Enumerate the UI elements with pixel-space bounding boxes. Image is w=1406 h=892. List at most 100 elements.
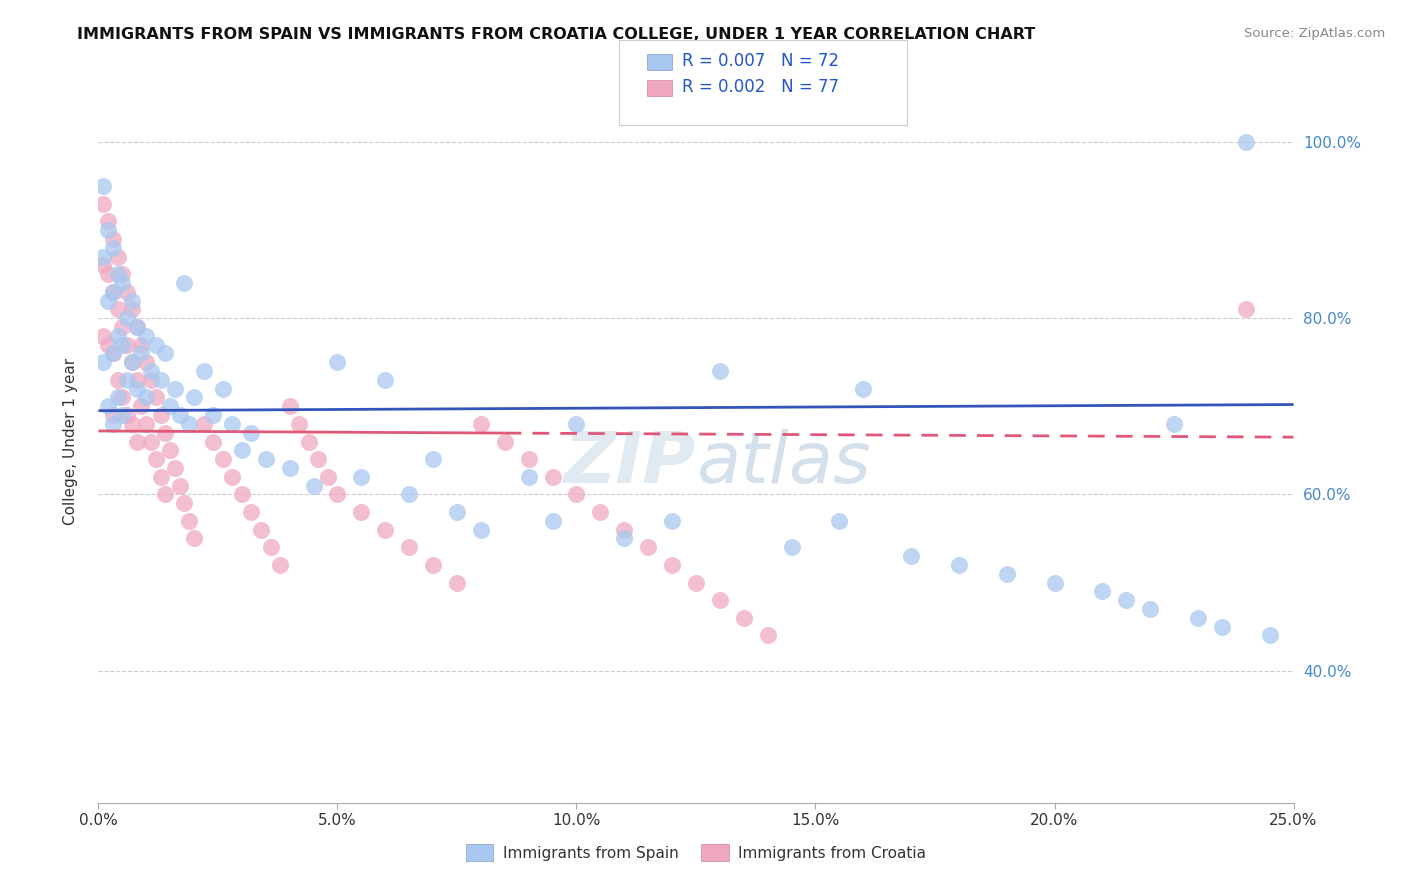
Point	[613, 523, 636, 537]
Point	[91, 328, 114, 343]
Point	[828, 514, 851, 528]
Point	[139, 373, 162, 387]
Point	[240, 425, 263, 440]
Point	[149, 470, 172, 484]
Point	[115, 285, 138, 299]
Point	[91, 355, 114, 369]
Point	[709, 593, 731, 607]
Point	[159, 443, 181, 458]
Point	[125, 382, 148, 396]
Text: atlas: atlas	[696, 429, 870, 498]
Point	[115, 337, 138, 351]
Point	[254, 452, 277, 467]
Point	[193, 417, 215, 431]
Point	[173, 276, 195, 290]
Point	[115, 408, 138, 422]
Point	[107, 373, 129, 387]
Point	[101, 346, 124, 360]
Point	[211, 382, 233, 396]
Point	[139, 434, 162, 449]
Point	[159, 399, 181, 413]
Point	[733, 611, 755, 625]
Point	[661, 514, 683, 528]
Point	[101, 408, 124, 422]
Point	[97, 223, 120, 237]
Point	[179, 417, 201, 431]
Point	[91, 258, 114, 272]
Point	[900, 549, 922, 563]
Text: IMMIGRANTS FROM SPAIN VS IMMIGRANTS FROM CROATIA COLLEGE, UNDER 1 YEAR CORRELATI: IMMIGRANTS FROM SPAIN VS IMMIGRANTS FROM…	[77, 27, 1036, 42]
Point	[1139, 602, 1161, 616]
Point	[97, 399, 120, 413]
Point	[169, 408, 191, 422]
Point	[125, 434, 148, 449]
Point	[541, 514, 564, 528]
Point	[131, 399, 153, 413]
Point	[121, 302, 143, 317]
Point	[995, 566, 1018, 581]
Point	[173, 496, 195, 510]
Point	[565, 487, 588, 501]
Point	[115, 311, 138, 326]
Point	[91, 250, 114, 264]
Point	[125, 320, 148, 334]
Text: R = 0.007   N = 72: R = 0.007 N = 72	[682, 52, 839, 70]
Point	[637, 541, 659, 555]
Point	[101, 346, 124, 360]
Point	[111, 320, 134, 334]
Point	[278, 461, 301, 475]
Point	[183, 391, 205, 405]
Point	[183, 532, 205, 546]
Point	[91, 179, 114, 194]
Point	[125, 373, 148, 387]
Point	[97, 337, 120, 351]
Point	[107, 302, 129, 317]
Point	[288, 417, 311, 431]
Point	[221, 417, 243, 431]
Point	[231, 487, 253, 501]
Point	[145, 391, 167, 405]
Point	[326, 355, 349, 369]
Point	[517, 452, 540, 467]
Point	[1091, 584, 1114, 599]
Point	[115, 373, 138, 387]
Point	[121, 293, 143, 308]
Point	[1258, 628, 1281, 642]
Point	[111, 267, 134, 281]
Point	[1234, 135, 1257, 149]
Point	[398, 487, 420, 501]
Point	[398, 541, 420, 555]
Point	[97, 214, 120, 228]
Point	[155, 425, 177, 440]
Point	[948, 558, 970, 572]
Text: Source: ZipAtlas.com: Source: ZipAtlas.com	[1244, 27, 1385, 40]
Point	[155, 487, 177, 501]
Point	[269, 558, 291, 572]
Point	[97, 267, 120, 281]
Point	[163, 461, 186, 475]
Point	[131, 346, 153, 360]
Text: R = 0.002   N = 77: R = 0.002 N = 77	[682, 78, 839, 96]
Point	[302, 478, 325, 492]
Point	[135, 417, 157, 431]
Point	[135, 355, 157, 369]
Point	[470, 417, 492, 431]
Point	[350, 470, 373, 484]
Point	[111, 276, 134, 290]
Point	[211, 452, 233, 467]
Point	[139, 364, 162, 378]
Point	[1115, 593, 1137, 607]
Point	[202, 434, 225, 449]
Point	[135, 328, 157, 343]
Point	[149, 373, 172, 387]
Point	[446, 575, 468, 590]
Point	[155, 346, 177, 360]
Point	[316, 470, 339, 484]
Point	[589, 505, 612, 519]
Point	[613, 532, 636, 546]
Point	[1187, 611, 1209, 625]
Point	[121, 355, 143, 369]
Point	[661, 558, 683, 572]
Point	[259, 541, 281, 555]
Point	[250, 523, 273, 537]
